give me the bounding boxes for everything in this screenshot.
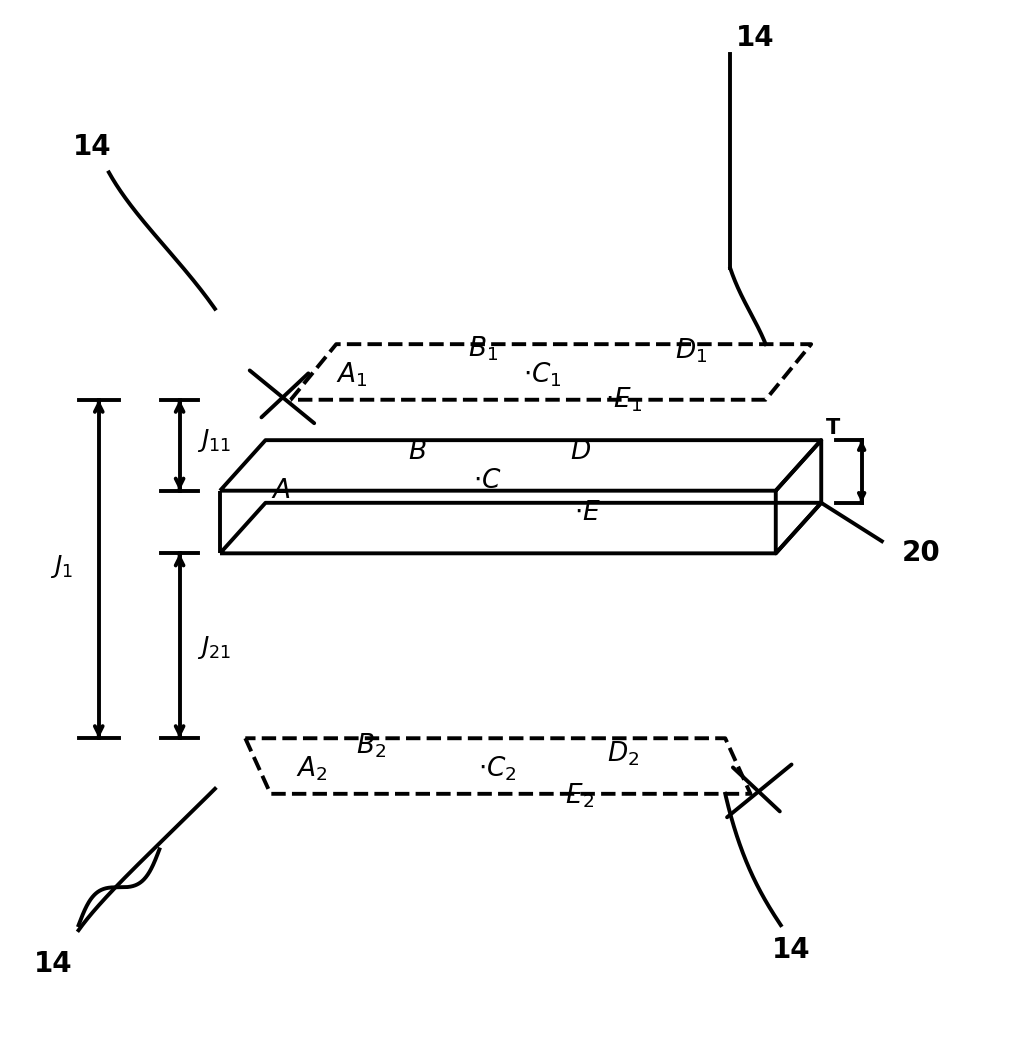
Text: $B_1$: $B_1$ [467, 334, 498, 364]
Text: 14: 14 [34, 949, 72, 977]
Text: $A_2$: $A_2$ [296, 754, 327, 783]
Text: $\cdot E$: $\cdot E$ [574, 500, 600, 526]
Text: $J_{11}$: $J_{11}$ [197, 426, 231, 453]
Text: $\cdot E_2$: $\cdot E_2$ [557, 782, 593, 810]
Text: $\cdot C$: $\cdot C$ [472, 468, 501, 494]
Text: $A_1$: $A_1$ [336, 361, 368, 389]
Text: $\cdot E_1$: $\cdot E_1$ [605, 386, 642, 414]
Text: $J_{21}$: $J_{21}$ [197, 634, 231, 661]
Text: $B$: $B$ [407, 440, 427, 466]
Text: $D_1$: $D_1$ [675, 337, 707, 366]
Text: 14: 14 [72, 133, 111, 162]
Text: $A$: $A$ [270, 477, 291, 503]
Text: $\cdot C_2$: $\cdot C_2$ [478, 754, 516, 783]
Text: 14: 14 [737, 24, 775, 52]
Text: 14: 14 [771, 937, 810, 965]
Text: 20: 20 [902, 540, 941, 567]
Text: $D_2$: $D_2$ [607, 739, 639, 768]
Text: $J_1$: $J_1$ [50, 553, 73, 580]
Text: $D$: $D$ [570, 440, 591, 466]
Text: $B_2$: $B_2$ [357, 731, 386, 760]
Text: $\cdot C_1$: $\cdot C_1$ [523, 361, 562, 389]
Text: T: T [826, 418, 840, 438]
